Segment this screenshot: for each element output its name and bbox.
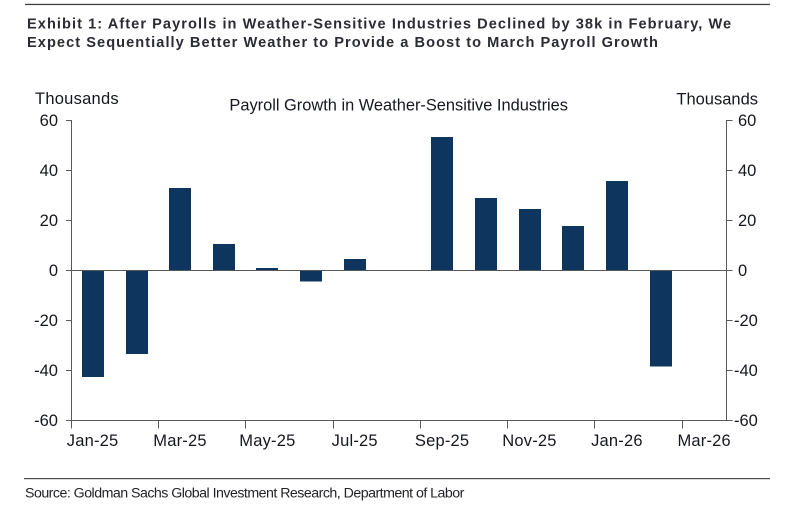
svg-text:Jan-25: Jan-25	[67, 432, 119, 450]
svg-text:0: 0	[49, 262, 58, 280]
svg-text:Mar-25: Mar-25	[153, 432, 206, 450]
svg-text:Source: Goldman Sachs Global I: Source: Goldman Sachs Global Investment …	[25, 486, 465, 502]
svg-text:Thousands: Thousands	[35, 90, 119, 108]
svg-text:0: 0	[738, 262, 747, 280]
svg-text:20: 20	[738, 212, 756, 230]
svg-text:-60: -60	[34, 412, 58, 430]
svg-text:Payroll Growth in Weather-Sens: Payroll Growth in Weather-Sensitive Indu…	[229, 97, 568, 115]
svg-text:Jul-25: Jul-25	[332, 432, 378, 450]
svg-text:40: 40	[40, 162, 58, 180]
svg-text:-20: -20	[34, 312, 58, 330]
svg-text:60: 60	[40, 112, 58, 130]
svg-text:-20: -20	[734, 312, 758, 330]
svg-text:40: 40	[738, 162, 756, 180]
svg-text:May-25: May-25	[239, 432, 295, 450]
svg-text:Mar-26: Mar-26	[677, 432, 730, 450]
svg-text:20: 20	[40, 212, 58, 230]
svg-text:Nov-25: Nov-25	[502, 432, 556, 450]
svg-text:60: 60	[738, 112, 756, 130]
svg-text:-40: -40	[34, 362, 58, 380]
svg-text:-40: -40	[734, 362, 758, 380]
svg-text:Jan-26: Jan-26	[591, 432, 643, 450]
svg-text:Exhibit 1: After Payrolls in W: Exhibit 1: After Payrolls in Weather-Sen…	[27, 17, 732, 33]
svg-text:Expect Sequentially Better Wea: Expect Sequentially Better Weather to Pr…	[27, 35, 659, 51]
svg-text:Thousands: Thousands	[676, 91, 758, 109]
svg-text:-60: -60	[734, 412, 758, 430]
svg-text:Sep-25: Sep-25	[415, 432, 469, 450]
